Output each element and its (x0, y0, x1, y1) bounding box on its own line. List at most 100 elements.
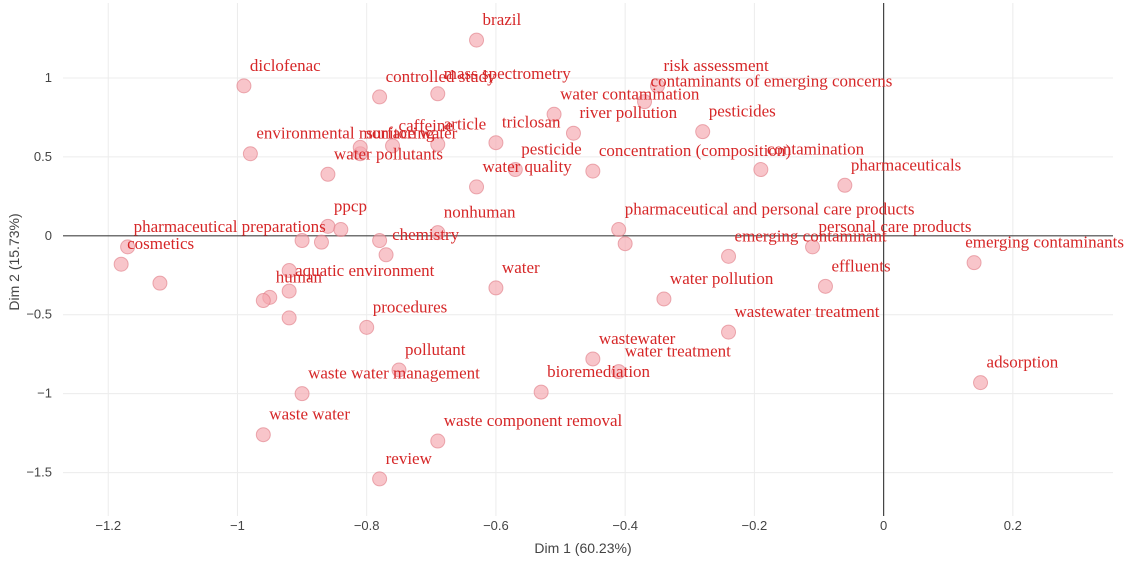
x-tick-label: 0.2 (1004, 518, 1022, 533)
y-tick-label: 0 (45, 228, 52, 243)
data-point (649, 78, 665, 94)
data-point (546, 106, 562, 122)
point-label: effluents (831, 256, 890, 275)
data-point (430, 433, 446, 449)
x-tick-label: −0.4 (612, 518, 638, 533)
data-point (372, 471, 388, 487)
point-label: water contamination (560, 84, 700, 103)
data-point (611, 364, 627, 380)
point-label: pesticides (709, 102, 776, 121)
y-tick-label: 0.5 (34, 149, 52, 164)
data-point (352, 139, 368, 155)
data-point (113, 256, 129, 272)
x-tick-label: −1 (230, 518, 245, 533)
point-label: waste water management (308, 364, 480, 383)
tick-labels: −1.2 −1 −0.8 −0.6 −0.4 −0.2 0 0.2 −1.5 −1 −0.5 0 0.5… (26, 70, 1022, 533)
data-point (281, 283, 297, 299)
point-label: procedures (373, 297, 448, 316)
y-axis-title: Dim 2 (15.73%) (6, 213, 22, 310)
data-point (617, 236, 633, 252)
point-label: controlled study (386, 67, 497, 86)
data-point (372, 89, 388, 105)
point-label: emerging contaminants (965, 233, 1124, 252)
point-label: contaminants of emerging concerns (651, 72, 893, 91)
x-axis-title: Dim 1 (60.23%) (534, 540, 631, 556)
point-label: chemistry (392, 225, 460, 244)
y-tick-label: 1 (45, 70, 52, 85)
data-point (533, 384, 549, 400)
x-tick-label: −0.6 (483, 518, 509, 533)
data-point (359, 319, 375, 335)
point-label: aquatic environment (295, 261, 435, 280)
data-point (294, 386, 310, 402)
data-point (385, 138, 401, 154)
data-point (585, 351, 601, 367)
point-label: nonhuman (444, 203, 516, 222)
point-label: waste water (269, 405, 350, 424)
point-label: surface water (366, 124, 457, 143)
data-point (255, 427, 271, 443)
y-tick-label: −0.5 (26, 307, 52, 322)
data-point (391, 362, 407, 378)
data-point (294, 233, 310, 249)
point-label: water (502, 258, 540, 277)
point-label: waste component removal (444, 411, 623, 430)
data-point (565, 125, 581, 141)
point-label: ppcp (334, 196, 367, 215)
data-point (313, 234, 329, 250)
point-label: wastewater (599, 329, 676, 348)
point-label: pharmaceuticals (851, 155, 961, 174)
point-label: mass spectrometry (444, 64, 571, 83)
data-point (488, 280, 504, 296)
point-label: water treatment (625, 342, 731, 361)
data-point (585, 163, 601, 179)
data-point (817, 278, 833, 294)
data-point (507, 162, 523, 178)
point-label: water quality (483, 157, 573, 176)
y-tick-label: −1 (37, 386, 52, 401)
point-label: concentration (composition) (599, 141, 791, 160)
point-label: article (444, 114, 486, 133)
point-label: review (386, 449, 433, 468)
data-point (236, 78, 252, 94)
point-label: diclofenac (250, 56, 321, 75)
x-tick-label: 0 (880, 518, 887, 533)
x-tick-label: −0.2 (742, 518, 768, 533)
data-point (430, 86, 446, 102)
point-label: personal care products (819, 217, 972, 236)
data-point (966, 255, 982, 271)
data-point (695, 124, 711, 140)
data-point (973, 375, 989, 391)
point-label: emerging contaminant (735, 226, 887, 245)
point-label: human (276, 267, 323, 286)
data-point (281, 263, 297, 279)
data-point (721, 324, 737, 340)
data-point (469, 32, 485, 48)
data-point (242, 146, 258, 162)
data-point (656, 291, 672, 307)
data-point (333, 222, 349, 238)
zero-lines (63, 3, 1113, 516)
data-point (488, 135, 504, 151)
data-point (753, 162, 769, 178)
data-point (721, 248, 737, 264)
data-point (281, 310, 297, 326)
data-point (430, 136, 446, 152)
point-label: pharmaceutical and personal care product… (625, 200, 915, 219)
point-label: adsorption (987, 353, 1059, 372)
point-label: pharmaceutical preparations (134, 217, 326, 236)
data-points (113, 32, 989, 487)
point-label: brazil (483, 10, 522, 29)
grid-layer (63, 3, 1113, 516)
data-point (120, 239, 136, 255)
point-label: triclosan (502, 113, 561, 132)
data-point (805, 239, 821, 255)
data-point (637, 94, 653, 110)
data-point (152, 275, 168, 291)
point-label: pollutant (405, 340, 466, 359)
point-label: cosmetics (127, 234, 194, 253)
y-tick-label: −1.5 (26, 465, 52, 480)
point-label: wastewater treatment (735, 302, 880, 321)
